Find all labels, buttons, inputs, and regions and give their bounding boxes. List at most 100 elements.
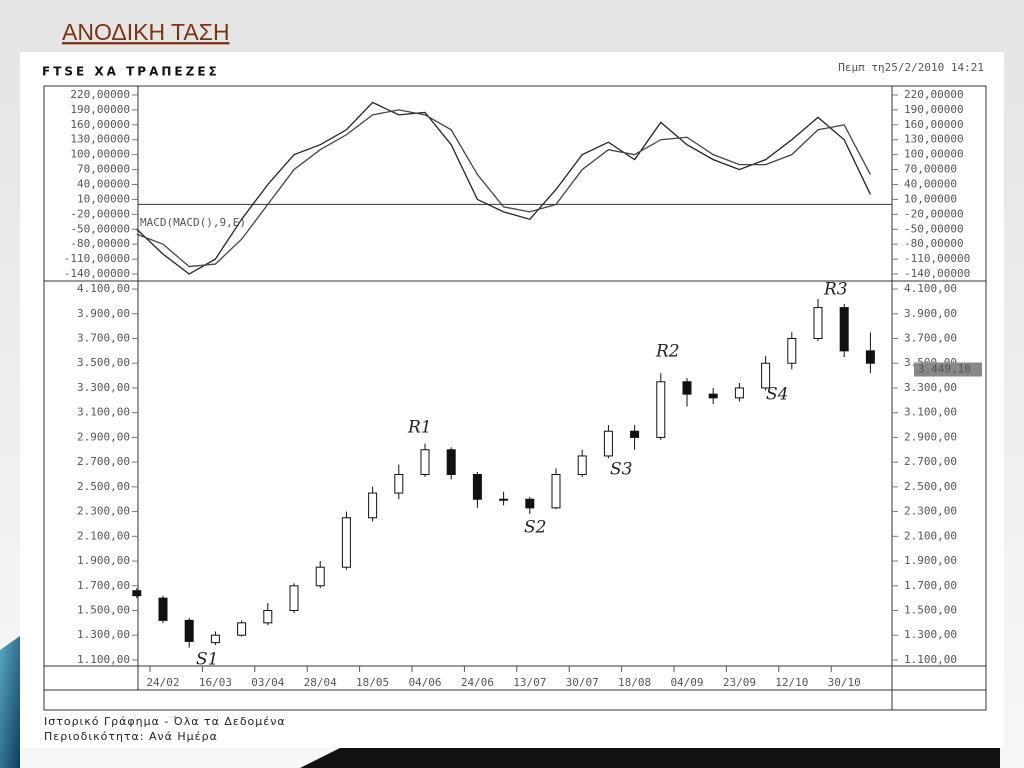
candle-body: [158, 597, 168, 621]
y-tick-label: 2.500,00: [904, 480, 957, 493]
y-tick-label: -20,00000: [70, 207, 130, 220]
decoration: [0, 636, 20, 768]
y-tick-label: 3.100,00: [904, 406, 957, 419]
y-tick-label: -20,00000: [904, 207, 964, 220]
candle-body: [499, 498, 509, 501]
y-tick-label: 1.300,00: [77, 628, 130, 641]
y-tick-label: 2.900,00: [904, 430, 957, 443]
y-tick-label: 1.500,00: [904, 603, 957, 616]
candle-body: [839, 307, 849, 352]
candle-body: [551, 473, 561, 509]
y-tick-label: 3.700,00: [904, 331, 957, 344]
candle-body: [132, 590, 142, 597]
y-tick-label: 190,00000: [904, 103, 964, 116]
candle-body: [315, 566, 325, 587]
y-tick-label: 70,00000: [77, 163, 130, 176]
y-tick-label: 2.500,00: [77, 480, 130, 493]
y-tick-label: 130,00000: [904, 133, 964, 146]
y-tick-label: 2.700,00: [77, 455, 130, 468]
x-tick-label: 24/06: [461, 676, 494, 689]
chart-name: FTSE ΧΑ ΤΡΑΠΕΖΕΣ: [42, 65, 220, 79]
candle-body: [865, 350, 875, 364]
y-tick-label: 10,00000: [904, 192, 957, 205]
y-tick-label: 40,00000: [77, 177, 130, 190]
candle-body: [420, 449, 430, 475]
candle-body: [237, 622, 247, 636]
y-tick-label: -50,00000: [904, 222, 964, 235]
y-tick-label: -110,00000: [904, 252, 970, 265]
annotation: S2: [524, 518, 546, 538]
y-tick-label: 220,00000: [70, 88, 130, 101]
y-tick-label: -110,00000: [64, 252, 130, 265]
x-tick-label: 04/06: [408, 676, 441, 689]
annotation: R1: [407, 418, 432, 438]
annotation: R2: [655, 342, 680, 362]
x-tick-label: 18/05: [356, 676, 389, 689]
candle-body: [630, 430, 640, 438]
candle-body: [394, 473, 404, 494]
y-tick-label: 2.100,00: [77, 529, 130, 542]
x-tick-label: 28/04: [304, 676, 337, 689]
candle-body: [682, 381, 692, 395]
y-tick-label: 3.700,00: [77, 331, 130, 344]
y-tick-label: 4.100,00: [77, 282, 130, 295]
frame: [43, 85, 987, 711]
y-tick-label: 1.100,00: [77, 653, 130, 666]
last-value-box: [914, 362, 982, 377]
annotation: R3: [823, 280, 848, 300]
y-tick-label: 1.300,00: [904, 628, 957, 641]
y-tick-label: 2.100,00: [904, 529, 957, 542]
y-tick-label: 3.900,00: [904, 307, 957, 320]
annotation: S3: [610, 460, 632, 480]
y-tick-label: 160,00000: [904, 118, 964, 131]
y-tick-label: 3.300,00: [904, 381, 957, 394]
y-tick-label: -140,00000: [64, 267, 130, 280]
y-tick-label: 3.900,00: [77, 307, 130, 320]
y-tick-label: 130,00000: [70, 133, 130, 146]
x-tick-label: 13/07: [513, 676, 546, 689]
x-tick-label: 16/03: [199, 676, 232, 689]
last-value-label: 3.449,10: [918, 363, 971, 376]
x-tick-label: 18/08: [618, 676, 651, 689]
y-tick-label: 1.500,00: [77, 603, 130, 616]
candle-body: [446, 449, 456, 475]
macd-line: [136, 109, 871, 268]
candle-body: [210, 634, 220, 644]
candle-body: [787, 337, 797, 364]
annotation: S4: [766, 385, 788, 405]
y-tick-label: 2.900,00: [77, 430, 130, 443]
candle-body: [577, 455, 587, 475]
candle-body: [472, 473, 482, 500]
y-tick-label: 70,00000: [904, 163, 957, 176]
y-tick-label: 1.700,00: [77, 579, 130, 592]
candle-body: [761, 362, 771, 389]
y-tick-label: 3.100,00: [77, 406, 130, 419]
candle-body: [603, 430, 613, 457]
candle-body: [734, 387, 744, 399]
indicator-label: MACD(MACD(),9,E): [140, 216, 246, 229]
x-tick-label: 30/07: [566, 676, 599, 689]
candle-body: [341, 517, 351, 568]
y-tick-label: -80,00000: [70, 237, 130, 250]
candle-body: [708, 393, 718, 399]
y-tick-label: 2.300,00: [77, 505, 130, 518]
y-tick-label: -50,00000: [70, 222, 130, 235]
y-tick-label: 4.100,00: [904, 282, 957, 295]
x-tick-label: 24/02: [146, 676, 179, 689]
x-tick-label: 23/09: [723, 676, 756, 689]
scan: [20, 52, 1004, 748]
y-tick-label: -140,00000: [904, 267, 970, 280]
y-tick-label: 10,00000: [77, 192, 130, 205]
y-tick-label: -80,00000: [904, 237, 964, 250]
candle-body: [656, 381, 666, 438]
x-tick-label: 12/10: [775, 676, 808, 689]
candle-body: [813, 307, 823, 339]
y-tick-label: 2.300,00: [904, 505, 957, 518]
y-tick-label: 190,00000: [70, 103, 130, 116]
timestamp: Πεμπ τη25/2/2010 14:21: [838, 61, 984, 74]
annotation: S1: [196, 650, 218, 670]
y-tick-label: 1.900,00: [77, 554, 130, 567]
x-tick-label: 03/04: [251, 676, 284, 689]
